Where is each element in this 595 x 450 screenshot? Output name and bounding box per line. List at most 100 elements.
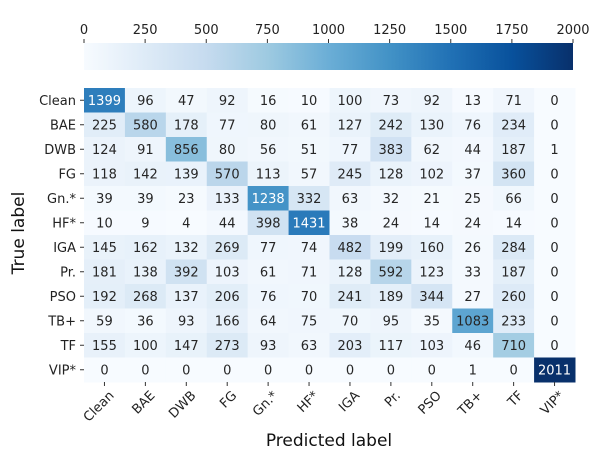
heatmap-cell bbox=[247, 333, 290, 358]
cell-value-label: 0 bbox=[305, 363, 313, 378]
heatmap-cell bbox=[84, 88, 126, 113]
heatmap-cell bbox=[411, 259, 453, 285]
heatmap-cell bbox=[165, 112, 208, 138]
cell-value-label: 1 bbox=[550, 143, 558, 158]
cell-value-label: 0 bbox=[550, 118, 558, 133]
colorbar: 0 250 500 750 1000 1250 1500 1750 2000 bbox=[80, 23, 590, 70]
cell-value-label: 77 bbox=[219, 118, 236, 133]
colorbar-tick-label: 750 bbox=[255, 23, 280, 38]
y-tick-label: TF bbox=[60, 339, 76, 354]
cell-value-label: 0 bbox=[264, 363, 272, 378]
cell-value-label: 80 bbox=[219, 143, 236, 158]
heatmap-cell bbox=[411, 308, 453, 334]
cell-value-label: 580 bbox=[133, 118, 158, 133]
heatmap-cell bbox=[493, 137, 535, 162]
cell-value-label: 0 bbox=[550, 339, 558, 354]
cell-value-label: 36 bbox=[137, 314, 154, 329]
heatmap-cell bbox=[329, 284, 371, 309]
heatmap-cell bbox=[452, 259, 494, 285]
cell-value-label: 0 bbox=[387, 363, 395, 378]
cell-value-label: 0 bbox=[428, 363, 436, 378]
x-tick-label: TB+ bbox=[455, 388, 486, 419]
heatmap-cell bbox=[247, 284, 290, 309]
heatmap-cell bbox=[288, 88, 330, 113]
heatmap-cell bbox=[493, 284, 535, 309]
cell-value-label: 1083 bbox=[456, 314, 489, 329]
heatmap-cell bbox=[493, 308, 535, 334]
y-axis-label: True label bbox=[9, 192, 29, 276]
x-axis-ticks: Clean BAE DWB FG Gn.* HF* IGA Pr. PSO TB+ TF VIP* bbox=[81, 382, 568, 425]
heatmap-cell bbox=[206, 357, 249, 383]
heatmap-cell bbox=[370, 112, 412, 138]
heatmap-cell bbox=[288, 137, 330, 162]
x-tick-label: BAE bbox=[129, 388, 158, 417]
colorbar-tick-label: 1000 bbox=[312, 23, 345, 38]
cell-value-label: 76 bbox=[464, 118, 481, 133]
heatmap-cell bbox=[206, 112, 249, 138]
cell-value-label: 76 bbox=[260, 290, 277, 305]
cell-value-label: 92 bbox=[219, 94, 236, 109]
cell-value-label: 269 bbox=[215, 241, 240, 256]
heatmap-cell bbox=[247, 210, 290, 236]
cell-value-label: 128 bbox=[378, 167, 403, 182]
cell-value-label: 147 bbox=[174, 339, 199, 354]
cell-value-label: 14 bbox=[424, 216, 441, 231]
cell-value-label: 47 bbox=[178, 94, 195, 109]
cell-value-label: 24 bbox=[464, 216, 481, 231]
heatmap-cell bbox=[493, 186, 535, 211]
heatmap-cell bbox=[206, 235, 249, 260]
heatmap-cell bbox=[411, 112, 453, 138]
heatmap-cell bbox=[329, 186, 371, 211]
heatmap-cell bbox=[288, 333, 330, 358]
cell-value-label: 91 bbox=[137, 143, 154, 158]
heatmap-cell bbox=[165, 88, 208, 113]
y-tick-label: BAE bbox=[50, 118, 76, 133]
heatmap-cell bbox=[370, 137, 412, 162]
cell-value-label: 102 bbox=[419, 167, 444, 182]
cell-value-label: 233 bbox=[501, 314, 526, 329]
heatmap-cell bbox=[370, 88, 412, 113]
heatmap-cell bbox=[124, 137, 167, 162]
heatmap-cell bbox=[452, 308, 494, 334]
heatmap-cell bbox=[288, 112, 330, 138]
cell-value-label: 77 bbox=[342, 143, 359, 158]
cell-value-label: 113 bbox=[256, 167, 281, 182]
cell-value-label: 73 bbox=[383, 94, 400, 109]
cell-value-label: 482 bbox=[338, 241, 363, 256]
heatmap-cell bbox=[329, 308, 371, 334]
heatmap-cell bbox=[452, 112, 494, 138]
cell-value-label: 118 bbox=[92, 167, 117, 182]
x-tick-label: VIP* bbox=[538, 388, 568, 418]
heatmap-cell bbox=[493, 210, 535, 236]
cell-value-label: 0 bbox=[550, 94, 558, 109]
heatmap-cell bbox=[124, 161, 167, 187]
heatmap-cell bbox=[247, 112, 290, 138]
heatmap-cell bbox=[411, 284, 453, 309]
heatmap-cell bbox=[493, 161, 535, 187]
heatmap-cell bbox=[493, 333, 535, 358]
heatmap-cell bbox=[411, 357, 453, 383]
heatmap-cell bbox=[124, 259, 167, 285]
heatmap-cell bbox=[84, 186, 126, 211]
heatmap-cell bbox=[493, 235, 535, 260]
x-tick-label: TF bbox=[504, 388, 526, 410]
heatmap-cell bbox=[370, 308, 412, 334]
heatmap-cell bbox=[247, 235, 290, 260]
cell-value-label: 398 bbox=[256, 216, 281, 231]
cell-value-label: 332 bbox=[297, 192, 322, 207]
cell-value-label: 2011 bbox=[538, 363, 571, 378]
cell-value-label: 103 bbox=[419, 339, 444, 354]
cell-value-label: 245 bbox=[338, 167, 363, 182]
cell-value-label: 0 bbox=[141, 363, 149, 378]
heatmap-cell bbox=[370, 333, 412, 358]
heatmap-cell bbox=[206, 210, 249, 236]
heatmap-cell bbox=[411, 186, 453, 211]
y-tick-label: FG bbox=[58, 167, 76, 182]
cell-value-label: 242 bbox=[378, 118, 403, 133]
heatmap-cell bbox=[206, 308, 249, 334]
cell-value-label: 59 bbox=[96, 314, 113, 329]
cell-value-label: 234 bbox=[501, 118, 526, 133]
cell-value-label: 155 bbox=[92, 339, 117, 354]
heatmap-cell bbox=[411, 137, 453, 162]
